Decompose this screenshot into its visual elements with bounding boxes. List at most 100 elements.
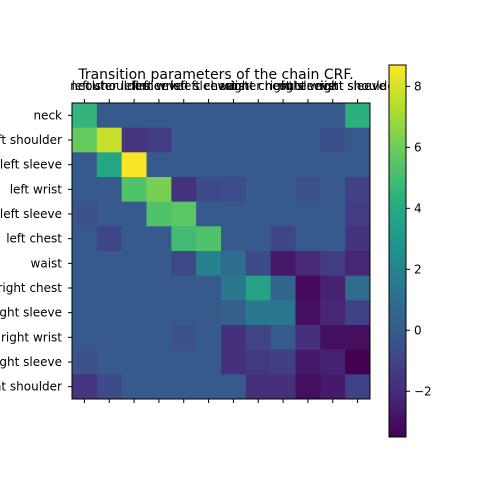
y-tick-label: left chest xyxy=(6,232,62,246)
heatmap-cell xyxy=(96,152,123,178)
heatmap-cell xyxy=(345,251,371,277)
heatmap-cell xyxy=(295,201,321,227)
heatmap-cell xyxy=(221,275,247,301)
heatmap-cell xyxy=(72,152,98,178)
heatmap-cell xyxy=(196,325,222,351)
heatmap-cell xyxy=(221,201,247,227)
heatmap-cell xyxy=(146,325,172,351)
heatmap-cell xyxy=(171,251,197,277)
heatmap-cell xyxy=(245,177,272,203)
heatmap-cell xyxy=(295,374,321,400)
heatmap-cell xyxy=(196,127,222,153)
heatmap-cell xyxy=(270,349,296,375)
heatmap-cell xyxy=(72,127,98,153)
heatmap-cell xyxy=(96,325,123,351)
heatmap-cell xyxy=(221,251,247,277)
heatmap-cell xyxy=(72,251,98,277)
x-tick-label: left wrist xyxy=(133,79,186,93)
heatmap-cell xyxy=(295,300,321,326)
colorbar-tick-label: 6 xyxy=(414,140,422,154)
heatmap-cell xyxy=(121,349,147,375)
heatmap-cell xyxy=(96,127,123,153)
x-tick-label: left chest xyxy=(181,79,237,93)
heatmap-cell xyxy=(96,251,123,277)
heatmap-cell xyxy=(146,127,172,153)
heatmap-cell xyxy=(345,152,371,178)
heatmap-cell xyxy=(221,103,247,129)
heatmap-cell xyxy=(320,325,346,351)
x-tick-label: right shoulder xyxy=(316,79,400,93)
heatmap-cell xyxy=(146,251,172,277)
heatmap-cell xyxy=(196,226,222,252)
heatmap-cell xyxy=(72,103,98,129)
heatmap-cell xyxy=(295,349,321,375)
heatmap-cell xyxy=(72,275,98,301)
y-tick-label: inner right sleeve xyxy=(0,306,62,320)
colorbar-tick-label: 0 xyxy=(414,323,422,337)
heatmap-cell xyxy=(96,226,123,252)
heatmap-cell xyxy=(171,152,197,178)
y-tick-label: left wrist xyxy=(10,182,63,196)
x-tick-label: inner right sleeve xyxy=(230,79,336,93)
heatmap-cell xyxy=(270,374,296,400)
heatmap-cell xyxy=(245,275,272,301)
heatmap-cell xyxy=(270,103,296,129)
colorbar-tick-label: 8 xyxy=(414,79,422,93)
heatmap-cell xyxy=(146,275,172,301)
x-tick-label: right chest xyxy=(226,79,291,93)
heatmap-cell xyxy=(221,177,247,203)
y-tick-label: neck xyxy=(33,108,62,122)
heatmap-cell xyxy=(171,127,197,153)
y-axis-ticks: neck left shoulder outer left sleeve left w… xyxy=(0,108,72,394)
heatmap-cell xyxy=(245,103,272,129)
y-tick-label: outer left sleeve xyxy=(0,158,62,172)
heatmap-cell xyxy=(121,300,147,326)
heatmap-cell xyxy=(146,201,172,227)
heatmap-cell xyxy=(320,349,346,375)
heatmap-cell xyxy=(295,325,321,351)
heatmap-cell xyxy=(121,103,147,129)
heatmap-cell xyxy=(345,275,371,301)
heatmap-cell xyxy=(196,374,222,400)
heatmap-cell xyxy=(171,374,197,400)
heatmap-cell xyxy=(270,251,296,277)
heatmap-cell xyxy=(96,374,123,400)
heatmap-cell xyxy=(196,349,222,375)
heatmap-cell xyxy=(96,201,123,227)
heatmap-cell xyxy=(146,152,172,178)
heatmap-cell xyxy=(320,103,346,129)
colorbar-tick-label: −2 xyxy=(414,384,432,398)
heatmap-cell xyxy=(270,127,296,153)
plot-frame xyxy=(71,102,371,400)
heatmap-cell xyxy=(221,374,247,400)
heatmap-cell xyxy=(72,374,98,400)
heatmap-cell xyxy=(171,226,197,252)
heatmap-cell xyxy=(245,226,272,252)
colorbar xyxy=(388,64,407,438)
heatmap-cell xyxy=(345,226,371,252)
heatmap-cell xyxy=(72,177,98,203)
heatmap-cell xyxy=(320,152,346,178)
heatmap-cell xyxy=(171,103,197,129)
heatmap-cell xyxy=(345,177,371,203)
heatmap-cell xyxy=(320,275,346,301)
heatmap-cell xyxy=(72,201,98,227)
heatmap-cell xyxy=(171,300,197,326)
heatmap-cell xyxy=(171,201,197,227)
y-tick-label: inner left sleeve xyxy=(0,207,62,221)
heatmap-cell xyxy=(270,177,296,203)
heatmap-cell xyxy=(196,152,222,178)
colorbar-ticks: 8 6 4 2 0 −2 xyxy=(406,79,432,398)
x-tick-label: inner left sleeve xyxy=(135,79,232,93)
heatmap-cell xyxy=(295,275,321,301)
heatmap-cell xyxy=(345,349,371,375)
heatmap-cell xyxy=(171,177,197,203)
heatmap-cell xyxy=(146,177,172,203)
heatmap-cell xyxy=(320,127,346,153)
heatmap-cell xyxy=(196,251,222,277)
heatmap-cell xyxy=(121,275,147,301)
y-tick-label: outer right sleeve xyxy=(0,355,62,369)
heatmap-cell xyxy=(270,325,296,351)
heatmap-cell xyxy=(196,275,222,301)
